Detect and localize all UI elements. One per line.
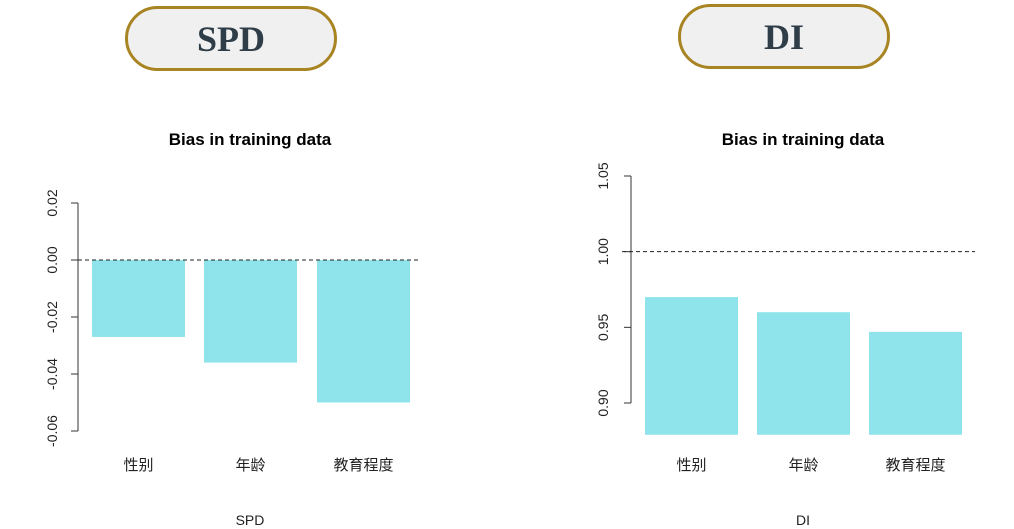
spd-chart-title: Bias in training data	[169, 130, 332, 149]
di-y-tick-label: 1.00	[595, 238, 611, 265]
di-y-tick-label: 0.90	[595, 389, 611, 416]
spd-y-tick-label: -0.02	[44, 301, 60, 333]
di-category-label: 性别	[676, 456, 706, 474]
di-chart: Bias in training data DI 性别 年龄 教育程度 0.90 0.9…	[595, 130, 975, 528]
spd-y-tick-label: 0.02	[44, 189, 60, 216]
di-badge: DI	[678, 4, 890, 69]
spd-y-tick-label: -0.06	[44, 415, 60, 447]
di-y-tick-label: 0.95	[595, 313, 611, 340]
spd-badge: SPD	[125, 6, 337, 71]
di-category-label: 年龄	[788, 456, 818, 474]
spd-y-tick-label: 0.00	[44, 246, 60, 273]
spd-badge-label: SPD	[196, 18, 265, 59]
spd-chart: Bias in training data SPD 性别 年龄 教育程度 -0.06 -…	[44, 130, 421, 528]
di-bar-3	[869, 331, 962, 435]
di-category-label: 教育程度	[885, 456, 945, 474]
spd-category-label: 教育程度	[333, 456, 393, 474]
spd-category-label: 年龄	[235, 456, 265, 474]
di-y-tick-label: 1.05	[595, 162, 611, 189]
spd-x-axis-label: SPD	[236, 512, 265, 528]
spd-bar-3	[317, 260, 410, 403]
spd-bar-2	[204, 260, 297, 363]
spd-y-tick-label: -0.04	[44, 358, 60, 390]
di-bar-2	[757, 312, 850, 435]
di-badge-label: DI	[763, 16, 804, 57]
di-chart-title: Bias in training data	[722, 130, 885, 149]
di-bar-1	[645, 297, 738, 435]
di-x-axis-label: DI	[796, 512, 810, 528]
spd-bar-1	[92, 260, 185, 337]
spd-category-label: 性别	[123, 456, 153, 474]
